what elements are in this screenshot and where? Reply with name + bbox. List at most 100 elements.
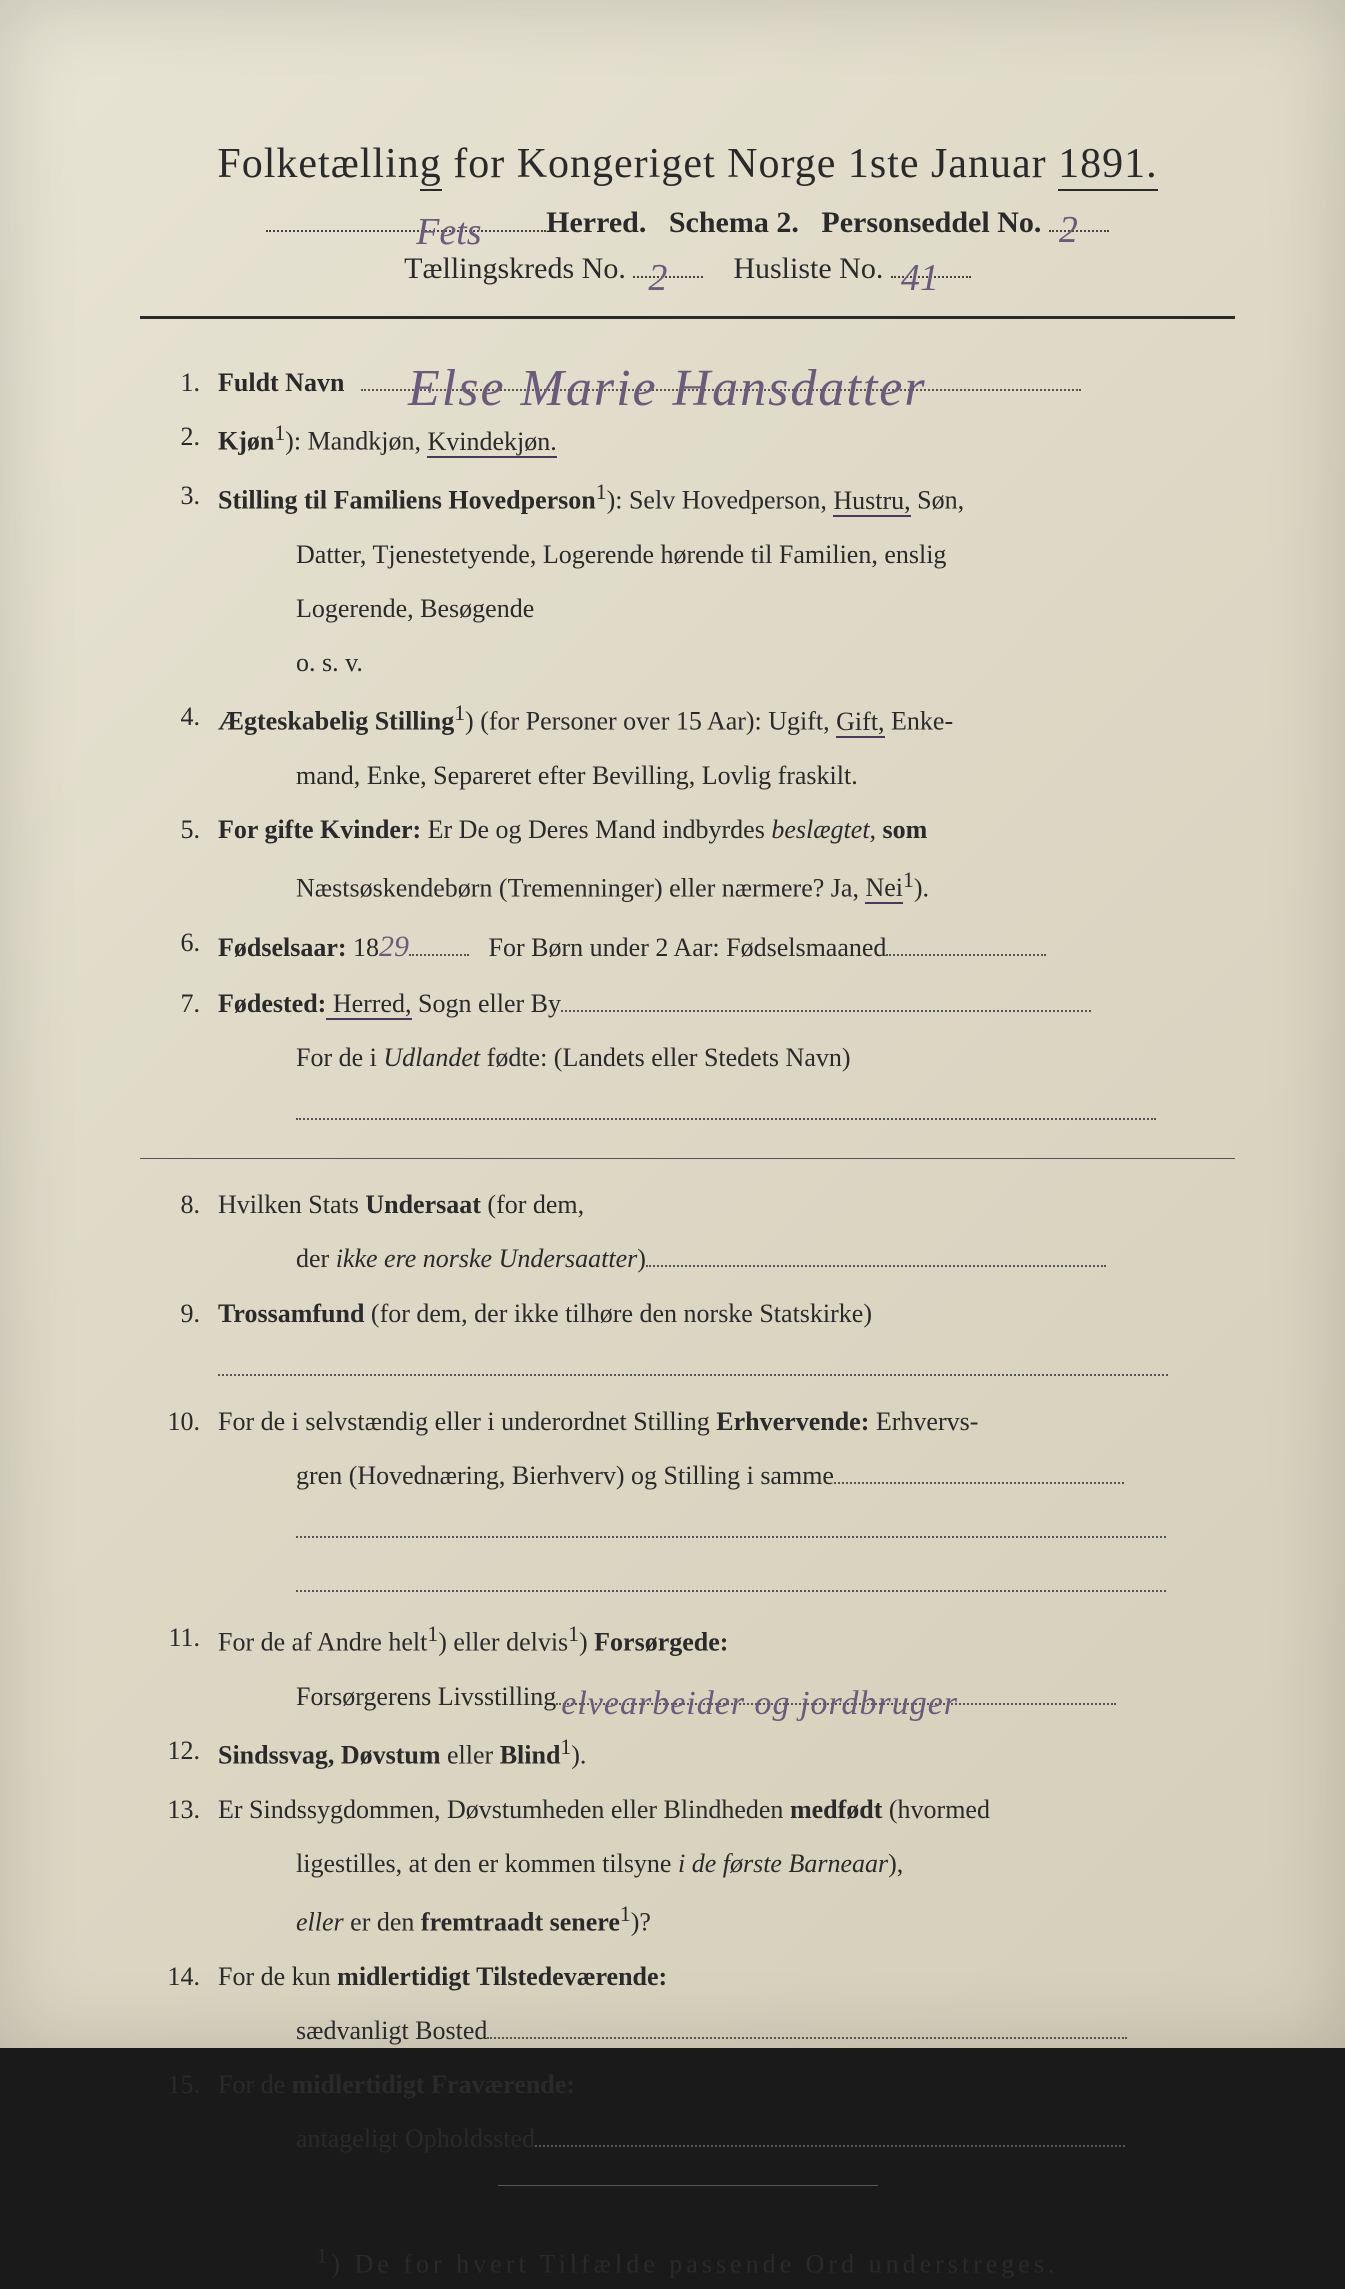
q12-sup: 1	[560, 1735, 571, 1759]
divider-top	[140, 316, 1235, 319]
q9-content: Trossamfund (for dem, der ikke tilhøre d…	[218, 1290, 1235, 1338]
q13-c3: eller er den fremtraadt senere1)?	[218, 1894, 1235, 1947]
q10-row2: gren (Hovednæring, Bierhverv) og Stillin…	[140, 1452, 1235, 1500]
q2-content: Kjøn1): Mandkjøn, Kvindekjøn.	[218, 413, 1235, 466]
kreds-line: Tællingskreds No. 2 Husliste No. 41	[140, 252, 1235, 286]
q3-l2: Datter, Tjenestetyende, Logerende hørend…	[218, 531, 1235, 579]
q7-content: Fødested: Herred, Sogn eller By	[218, 980, 1235, 1028]
q10-dots3	[296, 1590, 1166, 1592]
q10-row: 10. For de i selvstændig eller i underor…	[140, 1398, 1235, 1446]
title-pre: Folketællin	[217, 141, 419, 187]
q14-num: 14.	[140, 1953, 218, 2001]
q8-l1b: (for dem,	[481, 1190, 584, 1219]
q3-l1a: Selv Hovedperson,	[629, 486, 833, 515]
census-form-page: Folketælling for Kongeriget Norge 1ste J…	[0, 0, 1345, 2048]
q10-l1b: Erhvervs-	[869, 1407, 978, 1436]
q11-s2: 1	[568, 1622, 579, 1646]
q13-l3m: er den	[344, 1908, 421, 1937]
q15-content: For de midlertidigt Fraværende:	[218, 2061, 1235, 2109]
q13-row: 13. Er Sindssygdommen, Døvstumheden elle…	[140, 1786, 1235, 1834]
q3-row2: Datter, Tjenestetyende, Logerende hørend…	[140, 531, 1235, 579]
q11-dots: elvearbeider og jordbruger	[556, 1703, 1116, 1705]
q8-em: ikke ere norske Undersaatter	[336, 1244, 638, 1273]
q14-b: midlertidigt Tilstedeværende:	[337, 1962, 667, 1991]
q12-b2: Blind	[500, 1741, 561, 1770]
q11-l1a: For de af Andre helt	[218, 1628, 427, 1657]
q4-row2: mand, Enke, Separeret efter Bevilling, L…	[140, 752, 1235, 800]
q15-l2: antageligt Opholdssted	[296, 2124, 535, 2153]
q3-l3: Logerende, Besøgende	[218, 585, 1235, 633]
q5-end: ).	[914, 873, 929, 902]
q5-content: For gifte Kvinder: Er De og Deres Mand i…	[218, 806, 1235, 854]
q7-l2b: fødte: (Landets eller Stedets Navn)	[480, 1043, 850, 1072]
q7-dots2	[296, 1118, 1156, 1120]
q7-c2: For de i Udlandet fødte: (Landets eller …	[218, 1034, 1235, 1082]
q3-num: 3.	[140, 472, 218, 525]
q12-end: ).	[571, 1741, 586, 1770]
q7-label: Fødested:	[218, 989, 326, 1018]
q4-l2: mand, Enke, Separeret efter Bevilling, L…	[218, 752, 1235, 800]
q5-l2: Næstsøskendebørn (Tremenninger) eller næ…	[296, 873, 865, 902]
q5-em: beslægtet,	[771, 815, 876, 844]
q6-content: Fødselsaar: 1829 For Børn under 2 Aar: F…	[218, 919, 1235, 975]
q9-text: (for dem, der ikke tilhøre den norske St…	[364, 1299, 872, 1328]
husliste-no: 41	[901, 256, 939, 300]
q8-dots	[646, 1265, 1106, 1267]
q11-mid: ) eller delvis	[438, 1628, 568, 1657]
q4-l1b: Enke-	[885, 707, 954, 736]
q2-opts: Mandkjøn,	[308, 427, 428, 456]
q12-num: 12.	[140, 1727, 218, 1780]
q13-b1: medfødt	[790, 1795, 882, 1824]
q10-num: 10.	[140, 1398, 218, 1446]
q4-sup: 1	[454, 701, 465, 725]
q15-dots	[535, 2145, 1125, 2147]
q6-pre: 18	[347, 933, 380, 962]
q14-row: 14. For de kun midlertidigt Tilstedevære…	[140, 1953, 1235, 2001]
footnote: 1) De for hvert Tilfælde passende Ord un…	[140, 2236, 1235, 2289]
q2-selected: Kvindekjøn.	[427, 427, 556, 458]
q6-year: 29	[379, 930, 409, 963]
q3-l4: o. s. v.	[218, 639, 1235, 687]
q11-b: Forsørgede:	[594, 1628, 728, 1657]
q7-dots	[561, 1010, 1091, 1012]
q13-c2: ligestilles, at den er kommen tilsyne i …	[218, 1840, 1235, 1888]
q9-dots	[218, 1374, 1168, 1376]
q10-dots2	[296, 1536, 1166, 1538]
q6-dots2	[886, 954, 1046, 956]
q5-num: 5.	[140, 806, 218, 854]
q3-row3: Logerende, Besøgende	[140, 585, 1235, 633]
q12-mid: eller	[441, 1741, 500, 1770]
schema-label: Schema 2.	[669, 206, 799, 239]
title-mid: for Kongeriget Norge 1ste Januar	[442, 141, 1058, 187]
q1-num: 1.	[140, 359, 218, 407]
q5-label: For gifte Kvinder:	[218, 815, 421, 844]
q1-content: Fuldt Navn Else Marie Hansdatter	[218, 359, 1235, 407]
q13-l3a: eller	[296, 1908, 344, 1937]
q3-row: 3. Stilling til Familiens Hovedperson1):…	[140, 472, 1235, 525]
q11-row2: Forsørgerens Livsstilling elvearbeider o…	[140, 1673, 1235, 1721]
q11-num: 11.	[140, 1614, 218, 1667]
q6-num: 6.	[140, 919, 218, 975]
q3-content: Stilling til Familiens Hovedperson1): Se…	[218, 472, 1235, 525]
personseddel-no: 2	[1059, 208, 1078, 252]
q10-c2: gren (Hovednæring, Bierhverv) og Stillin…	[218, 1452, 1235, 1500]
q6-mid: For Børn under 2 Aar: Fødselsmaaned	[489, 933, 887, 962]
q11-row: 11. For de af Andre helt1) eller delvis1…	[140, 1614, 1235, 1667]
q11-end: )	[579, 1628, 594, 1657]
q10-dots	[834, 1482, 1124, 1484]
q14-content: For de kun midlertidigt Tilstedeværende:	[218, 1953, 1235, 2001]
q13-l3b: )?	[631, 1908, 651, 1937]
q10-row3	[140, 1506, 1235, 1554]
q3-sel: Hustru,	[833, 486, 910, 517]
q9-row2	[140, 1344, 1235, 1392]
q11-c2: Forsørgerens Livsstilling elvearbeider o…	[218, 1673, 1235, 1721]
q9-b: Trossamfund	[218, 1299, 364, 1328]
q7-row: 7. Fødested: Herred, Sogn eller By	[140, 980, 1235, 1028]
title-block: Folketælling for Kongeriget Norge 1ste J…	[140, 140, 1235, 286]
q7-l2a: For de i	[296, 1043, 383, 1072]
q8-content: Hvilken Stats Undersaat (for dem,	[218, 1181, 1235, 1229]
q13-row2: ligestilles, at den er kommen tilsyne i …	[140, 1840, 1235, 1888]
q8-row: 8. Hvilken Stats Undersaat (for dem,	[140, 1181, 1235, 1229]
q9-row: 9. Trossamfund (for dem, der ikke tilhør…	[140, 1290, 1235, 1338]
q8-l2b: )	[637, 1244, 646, 1273]
